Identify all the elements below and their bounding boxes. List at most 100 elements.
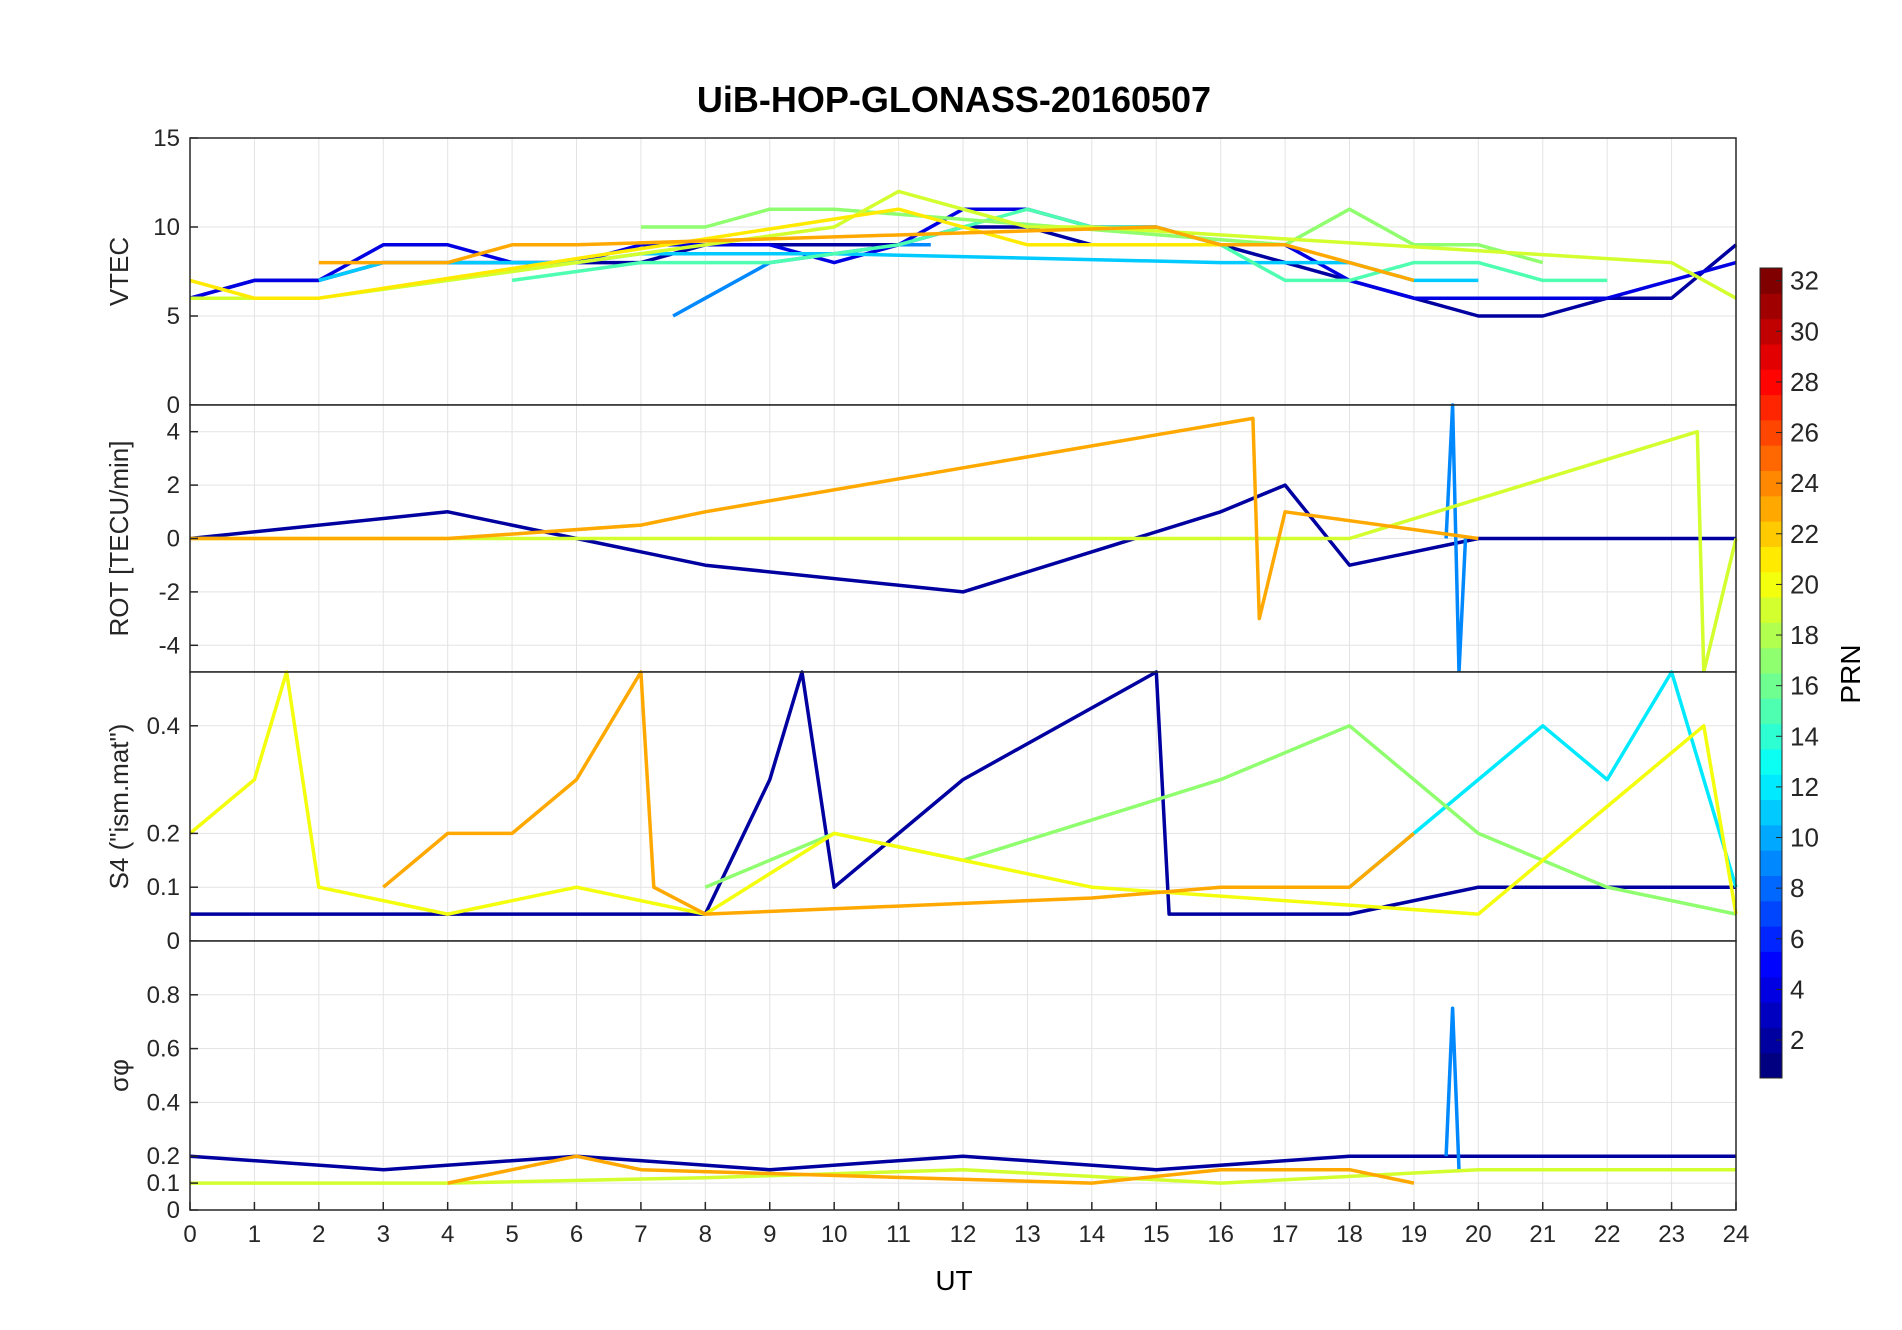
y-tick-label: 2 <box>167 472 180 499</box>
colorbar-segment <box>1760 774 1782 801</box>
colorbar-tick-label: 30 <box>1790 316 1819 346</box>
colorbar-segment <box>1760 647 1782 674</box>
y-tick-label: 0.8 <box>147 982 180 1009</box>
x-tick-label: 11 <box>886 1221 911 1248</box>
colorbar-segment <box>1760 343 1782 370</box>
x-tick-label: 4 <box>441 1221 454 1248</box>
x-tick-label: 16 <box>1207 1221 1234 1248</box>
y-tick-label: 0 <box>167 526 180 553</box>
series-line-prn-23 <box>318 225 1415 283</box>
colorbar-tick-label: 16 <box>1790 671 1819 701</box>
y-tick-label: 0 <box>167 392 180 419</box>
colorbar-tick-label: 28 <box>1790 367 1819 397</box>
colorbar-segment <box>1760 369 1782 396</box>
colorbar-tick-label: 10 <box>1790 823 1819 853</box>
colorbar-tick-label: 18 <box>1790 620 1819 650</box>
series-line-prn-11 <box>318 251 1479 283</box>
y-tick-label: -4 <box>159 632 180 659</box>
x-tick-label: 24 <box>1723 1221 1750 1248</box>
colorbar-segment <box>1760 900 1782 927</box>
colorbar-segment <box>1760 470 1782 497</box>
colorbar-segment <box>1760 394 1782 421</box>
y-axis-label: ROT [TECU/min] <box>104 441 134 637</box>
y-tick-label: 0.2 <box>147 1143 180 1170</box>
colorbar-tick-label: 14 <box>1790 721 1819 751</box>
colorbar-segment <box>1760 673 1782 699</box>
panel-rot: -4 -2 0 2 4 ROT [TECU/min] <box>104 403 1738 674</box>
colorbar-tick-label: 22 <box>1790 519 1819 549</box>
colorbar-label: PRN <box>1835 644 1866 703</box>
colorbar-segment <box>1760 419 1782 446</box>
y-axis-label: S4 ("ism.mat") <box>104 724 134 890</box>
colorbar-segment <box>1760 951 1782 978</box>
x-tick-label: 2 <box>312 1221 325 1248</box>
series-line-prn-9 <box>1444 1006 1461 1170</box>
x-tick-label: 23 <box>1658 1221 1685 1248</box>
x-tick-label: 20 <box>1465 1221 1492 1248</box>
y-axis-label: VTEC <box>104 237 134 306</box>
colorbar-segment <box>1760 521 1782 547</box>
colorbar-segment <box>1760 875 1782 902</box>
x-tick-label: 3 <box>377 1221 390 1248</box>
colorbar-segment <box>1760 1052 1782 1079</box>
series-line-prn-23 <box>382 670 1416 916</box>
colorbar-tick-label: 12 <box>1790 772 1819 802</box>
colorbar-frame <box>1759 267 1783 1079</box>
y-tick-label: 10 <box>153 214 180 241</box>
y-tick-label: 0.6 <box>147 1036 180 1063</box>
x-tick-label: 13 <box>1014 1221 1041 1248</box>
colorbar-segment <box>1760 698 1782 725</box>
x-tick-label: 5 <box>505 1221 518 1248</box>
colorbar-segment <box>1760 976 1782 1003</box>
colorbar-segment <box>1760 495 1782 522</box>
colorbar-tick-label: 26 <box>1790 418 1819 448</box>
figure-title: UiB-HOP-GLONASS-20160507 <box>697 79 1211 120</box>
x-tick-label: 15 <box>1143 1221 1170 1248</box>
x-tick-label: 21 <box>1529 1221 1556 1248</box>
series-line-prn-9 <box>1444 403 1468 674</box>
x-tick-label: 19 <box>1401 1221 1428 1248</box>
y-tick-label: 0 <box>167 928 180 955</box>
x-tick-label: 6 <box>570 1221 583 1248</box>
y-tick-label: 0.4 <box>147 713 180 740</box>
panel-vtec: 0 5 10 15 VTEC <box>104 125 1738 419</box>
colorbar-segment <box>1760 546 1782 573</box>
series-line-prn-2 <box>189 483 1736 594</box>
colorbar-segment <box>1760 268 1782 294</box>
colorbar-tick-label: 20 <box>1790 569 1819 599</box>
series-line-prn-2 <box>190 670 1736 916</box>
x-tick-label: 22 <box>1594 1221 1621 1248</box>
x-tick-label: 1 <box>248 1221 261 1248</box>
x-tick-label: 14 <box>1078 1221 1105 1248</box>
colorbar-segment <box>1760 445 1782 471</box>
colorbar-tick-label: 32 <box>1790 266 1819 296</box>
x-tick-label: 17 <box>1272 1221 1299 1248</box>
colorbar-segment <box>1760 1002 1782 1028</box>
panel-s4: 0 0.1 0.2 0.4 S4 ("ism.mat") <box>104 670 1738 955</box>
y-tick-label: 5 <box>167 303 180 330</box>
y-tick-label: 0 <box>167 1197 180 1224</box>
series-line-prn-23 <box>447 1154 1415 1185</box>
colorbar-segment <box>1760 748 1782 775</box>
y-tick-label: 15 <box>153 125 180 152</box>
x-tick-label: 10 <box>821 1221 848 1248</box>
colorbar-segment <box>1760 926 1782 952</box>
y-tick-label: 4 <box>167 419 180 446</box>
y-tick-label: 0.1 <box>147 874 180 901</box>
series-line-prn-15 <box>511 207 1608 283</box>
y-tick-label: 0.2 <box>147 820 180 847</box>
colorbar-tick-label: 6 <box>1790 924 1804 954</box>
series-line-prn-2 <box>189 1154 1736 1172</box>
x-tick-label: 8 <box>699 1221 712 1248</box>
x-tick-label: 7 <box>634 1221 647 1248</box>
colorbar-tick-label: 24 <box>1790 468 1819 498</box>
series-line-prn-23 <box>190 416 1479 621</box>
y-tick-label: -2 <box>159 579 180 606</box>
y-tick-label: 0.1 <box>147 1170 180 1197</box>
colorbar-segment <box>1760 723 1782 750</box>
x-tick-label: 12 <box>950 1221 977 1248</box>
colorbar-segment <box>1760 1027 1782 1054</box>
